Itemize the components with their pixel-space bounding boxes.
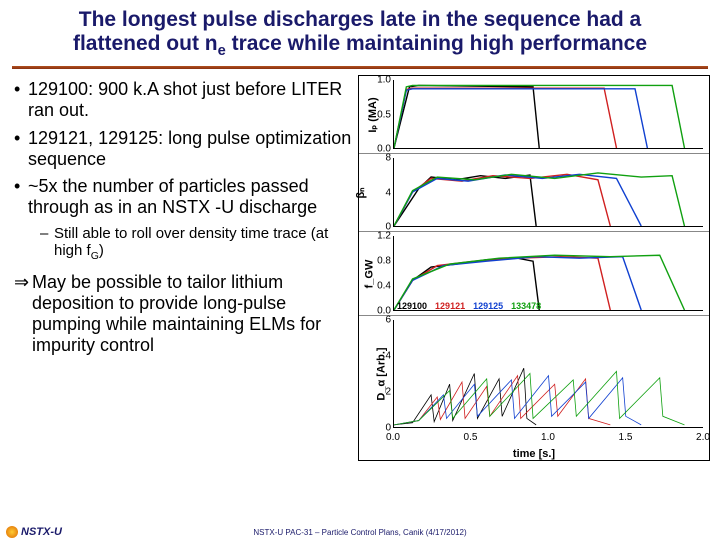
bullet-text: ~5x the number of particles passed throu… bbox=[28, 176, 354, 218]
sub-bullet-text: Still able to roll over density time tra… bbox=[54, 225, 354, 262]
bullet-text: 129100: 900 k.A shot just before LITER r… bbox=[28, 79, 354, 121]
title-band: The longest pulse discharges late in the… bbox=[0, 0, 720, 66]
bullet-item: •~5x the number of particles passed thro… bbox=[14, 176, 354, 218]
title-rule bbox=[12, 66, 708, 69]
bullet-text: 129121, 129125: long pulse optimization … bbox=[28, 128, 354, 170]
y-axis-label: βₙ bbox=[354, 187, 367, 198]
plot-area bbox=[393, 158, 703, 227]
sub-bullet: –Still able to roll over density time tr… bbox=[40, 225, 354, 262]
y-axis-label: f_GW bbox=[363, 259, 375, 288]
title-line1: The longest pulse discharges late in the… bbox=[79, 8, 642, 31]
bullet-item: •129100: 900 k.A shot just before LITER … bbox=[14, 79, 354, 121]
chart-panel: 0.00.40.81.2f_GW129100129121129125133478 bbox=[359, 232, 709, 316]
title-line2a: flattened out n bbox=[73, 32, 218, 55]
x-axis-ticks: 0.00.51.01.52.0 bbox=[393, 432, 703, 446]
y-axis-label: D_α [Arb.] bbox=[376, 348, 388, 401]
arrow-bullet: ⇒May be possible to tailor lithium depos… bbox=[14, 272, 354, 357]
title-line2b: trace while maintaining high performance bbox=[226, 32, 647, 55]
chart-legend: 129100129121129125133478 bbox=[397, 301, 549, 311]
chart-panel: 0.00.51.0Iₚ (MA) bbox=[359, 76, 709, 154]
x-axis-label: time [s.] bbox=[513, 448, 555, 460]
chart-stack: 0.00.51.0Iₚ (MA)048βₙ0.00.40.81.2f_GW129… bbox=[358, 75, 710, 461]
slide-footer: NSTX-U NSTX-U PAC-31 – Particle Control … bbox=[0, 522, 720, 538]
plot-area bbox=[393, 320, 703, 428]
bullet-item: •129121, 129125: long pulse optimization… bbox=[14, 128, 354, 170]
page-title: The longest pulse discharges late in the… bbox=[18, 8, 702, 60]
title-sub: e bbox=[218, 43, 226, 59]
chart-panel: 0246D_α [Arb.]0.00.51.01.52.0time [s.] bbox=[359, 316, 709, 432]
footer-brand: NSTX-U bbox=[6, 526, 62, 538]
brand-text: NSTX-U bbox=[21, 526, 62, 538]
sun-icon bbox=[6, 526, 18, 538]
footer-center-text: NSTX-U PAC-31 – Particle Control Plans, … bbox=[253, 528, 466, 537]
y-axis-label: Iₚ (MA) bbox=[366, 97, 379, 132]
plot-area bbox=[393, 236, 703, 311]
chart-panel: 048βₙ bbox=[359, 154, 709, 232]
content-area: •129100: 900 k.A shot just before LITER … bbox=[0, 73, 720, 513]
arrow-bullet-text: May be possible to tailor lithium deposi… bbox=[32, 272, 354, 357]
bullet-list: •129100: 900 k.A shot just before LITER … bbox=[14, 79, 354, 356]
plot-area bbox=[393, 80, 703, 149]
